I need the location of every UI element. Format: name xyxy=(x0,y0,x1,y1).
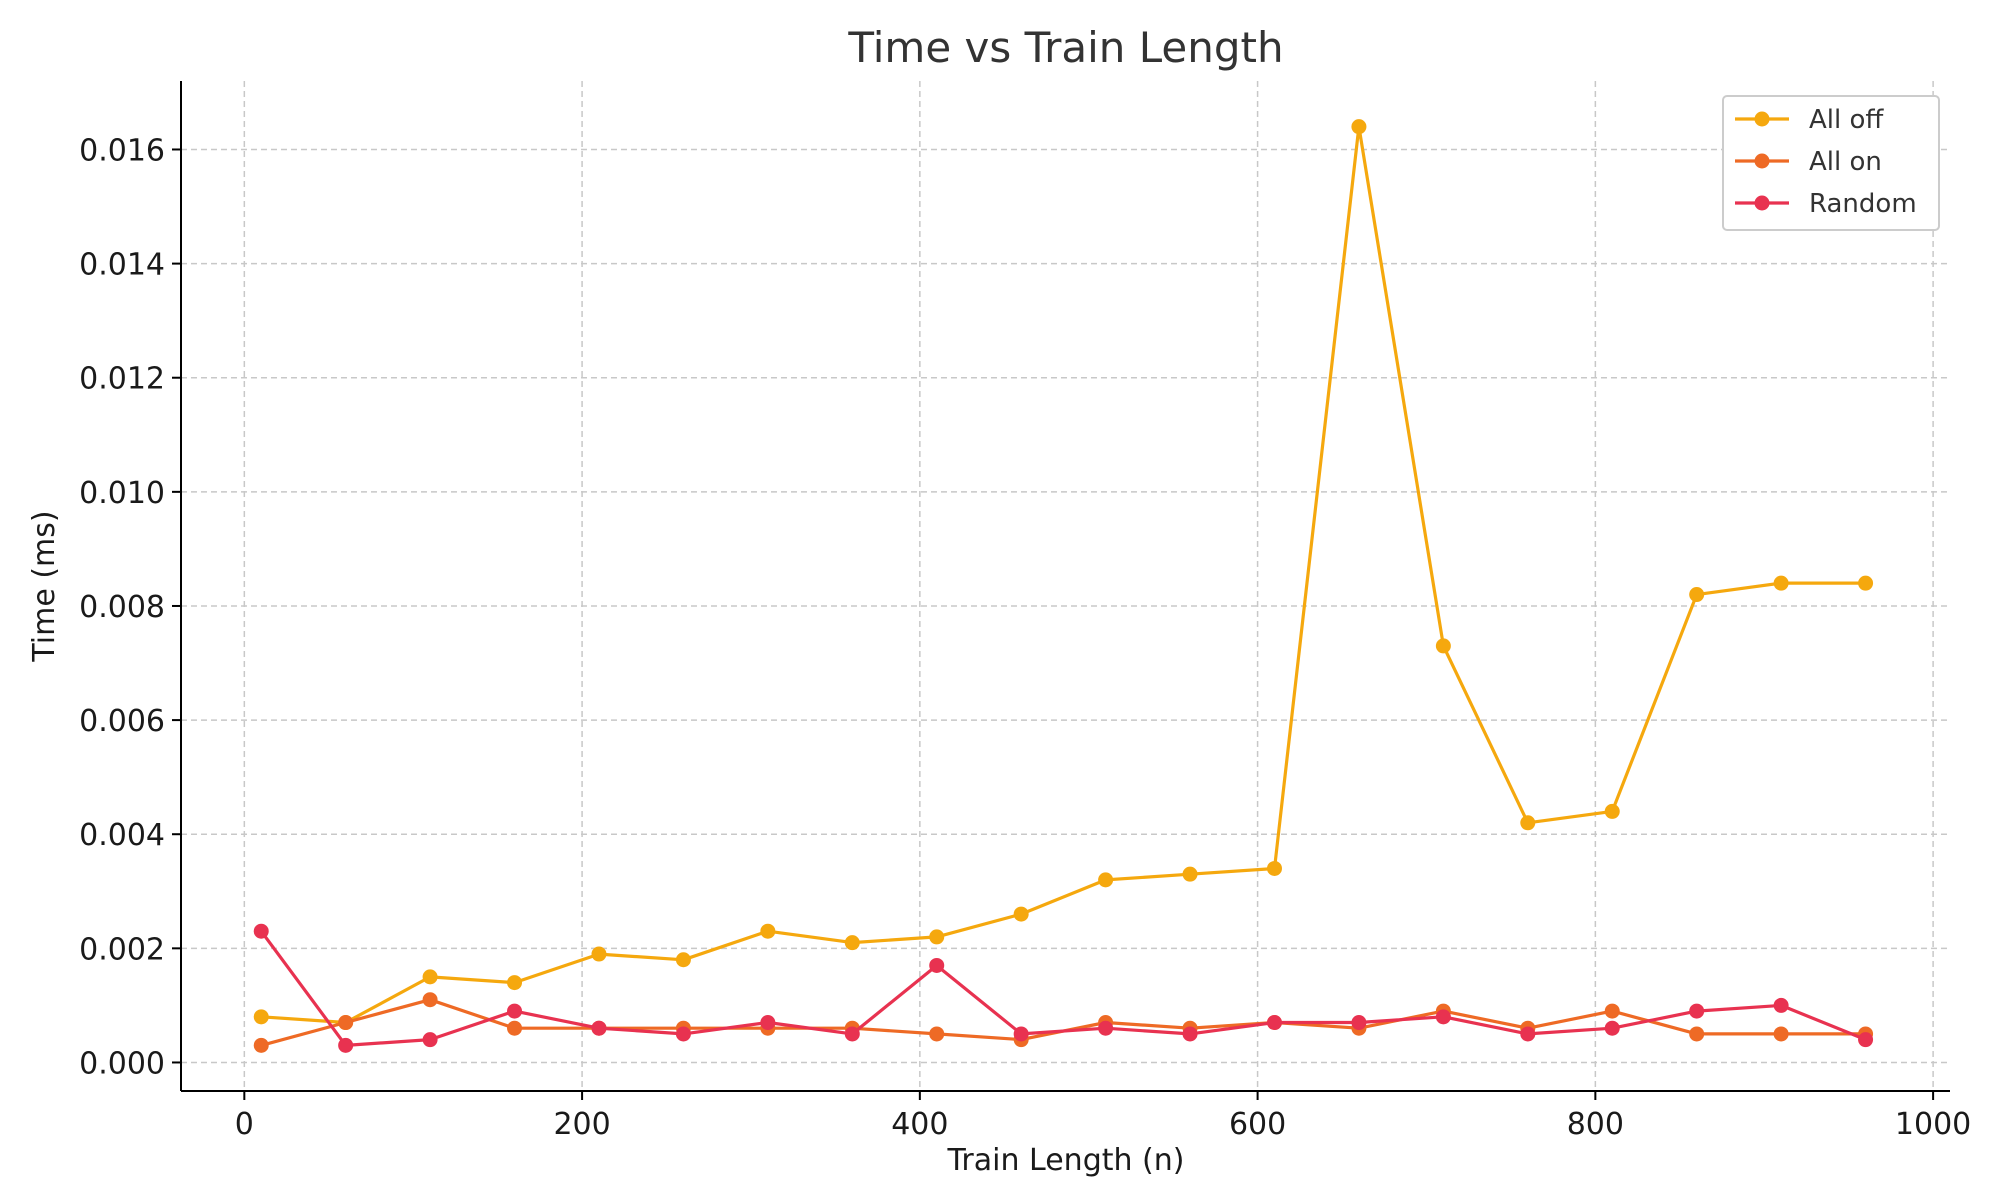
y-tick-label: 0.000 xyxy=(79,1046,165,1081)
y-tick-label: 0.008 xyxy=(79,590,165,625)
data-point-all-on xyxy=(1773,1026,1789,1042)
data-point-random xyxy=(1858,1032,1874,1048)
y-tick-label: 0.006 xyxy=(79,704,165,739)
x-tick-label: 200 xyxy=(553,1107,610,1142)
x-tick-label: 1000 xyxy=(1895,1107,1971,1142)
data-point-all-off xyxy=(760,923,776,939)
y-tick-label: 0.004 xyxy=(79,818,165,853)
x-tick-label: 0 xyxy=(235,1107,254,1142)
series-random xyxy=(253,923,1874,1053)
legend-label: Random xyxy=(1809,189,1917,219)
data-point-random xyxy=(422,1032,438,1048)
data-point-random xyxy=(253,923,269,939)
x-tick-label: 600 xyxy=(1229,1107,1286,1142)
y-tick-label: 0.012 xyxy=(79,362,165,397)
data-point-all-off xyxy=(422,969,438,985)
data-point-random xyxy=(591,1020,607,1036)
y-tick-label: 0.014 xyxy=(79,248,165,283)
series-all-off xyxy=(253,119,1874,1031)
data-point-random xyxy=(1689,1003,1705,1019)
data-point-all-on xyxy=(507,1020,523,1036)
data-point-all-off xyxy=(929,929,945,945)
data-point-all-off xyxy=(591,946,607,962)
data-point-all-off xyxy=(844,935,860,951)
y-axis-label: Time (ms) xyxy=(27,510,62,662)
data-point-all-off xyxy=(507,975,523,991)
data-point-random xyxy=(1351,1015,1367,1031)
series-line-random xyxy=(259,930,1867,1048)
axes xyxy=(180,81,1950,1092)
data-point-random xyxy=(844,1026,860,1042)
data-point-random xyxy=(760,1015,776,1031)
data-point-random xyxy=(1520,1026,1536,1042)
data-point-all-off xyxy=(1435,638,1451,654)
data-point-all-on xyxy=(253,1037,269,1053)
data-point-random xyxy=(1604,1020,1620,1036)
series-all-on xyxy=(253,992,1874,1053)
grid-lines xyxy=(181,81,1950,1091)
data-point-all-off xyxy=(1858,575,1874,591)
data-point-all-off xyxy=(675,952,691,968)
data-point-random xyxy=(929,957,945,973)
legend-item-all-on: All on xyxy=(1735,147,1882,177)
data-point-all-off xyxy=(1604,803,1620,819)
data-point-all-off xyxy=(1013,906,1029,922)
series-layer xyxy=(253,119,1874,1053)
legend: All off All on Random xyxy=(1722,95,1940,231)
data-point-all-off xyxy=(1098,872,1114,888)
legend-marker xyxy=(1754,153,1770,169)
data-point-all-off xyxy=(1266,860,1282,876)
data-point-random xyxy=(1013,1026,1029,1042)
data-point-random xyxy=(507,1003,523,1019)
legend-label: All on xyxy=(1809,147,1882,177)
data-point-random xyxy=(1098,1020,1114,1036)
data-point-all-on xyxy=(422,992,438,1008)
data-point-random xyxy=(675,1026,691,1042)
x-axis-label: Train Length (n) xyxy=(947,1143,1185,1178)
chart-title: Time vs Train Length xyxy=(847,23,1283,72)
y-tick-label: 0.016 xyxy=(79,133,165,168)
x-tick-label: 400 xyxy=(891,1107,948,1142)
data-point-random xyxy=(1435,1009,1451,1025)
legend-item-all-off: All off xyxy=(1735,105,1884,135)
data-point-all-off xyxy=(253,1009,269,1025)
data-point-random xyxy=(338,1037,354,1053)
data-point-random xyxy=(1182,1026,1198,1042)
y-tick-label: 0.002 xyxy=(79,932,165,967)
data-point-all-off xyxy=(1520,815,1536,831)
data-point-all-off xyxy=(1689,587,1705,603)
data-point-random xyxy=(1266,1015,1282,1031)
legend-label: All off xyxy=(1809,105,1884,135)
x-tick-label: 800 xyxy=(1567,1107,1624,1142)
legend-marker xyxy=(1754,195,1770,211)
data-point-all-on xyxy=(338,1015,354,1031)
legend-item-random: Random xyxy=(1735,189,1917,219)
data-point-random xyxy=(1773,997,1789,1013)
ticks: 0 200 400 600 800 1000 0.000 0.002 0.004 0.006 0.0… xyxy=(79,133,1971,1142)
y-tick-label: 0.010 xyxy=(79,476,165,511)
data-point-all-off xyxy=(1182,866,1198,882)
data-point-all-on xyxy=(1689,1026,1705,1042)
legend-box xyxy=(1722,95,1940,231)
series-line-all-on xyxy=(260,998,1866,1047)
data-point-all-off xyxy=(1351,119,1367,135)
data-point-all-on xyxy=(929,1026,945,1042)
series-line-all-off xyxy=(261,124,1866,1025)
data-point-all-on xyxy=(1604,1003,1620,1019)
legend-marker xyxy=(1754,111,1770,127)
data-point-all-off xyxy=(1773,575,1789,591)
